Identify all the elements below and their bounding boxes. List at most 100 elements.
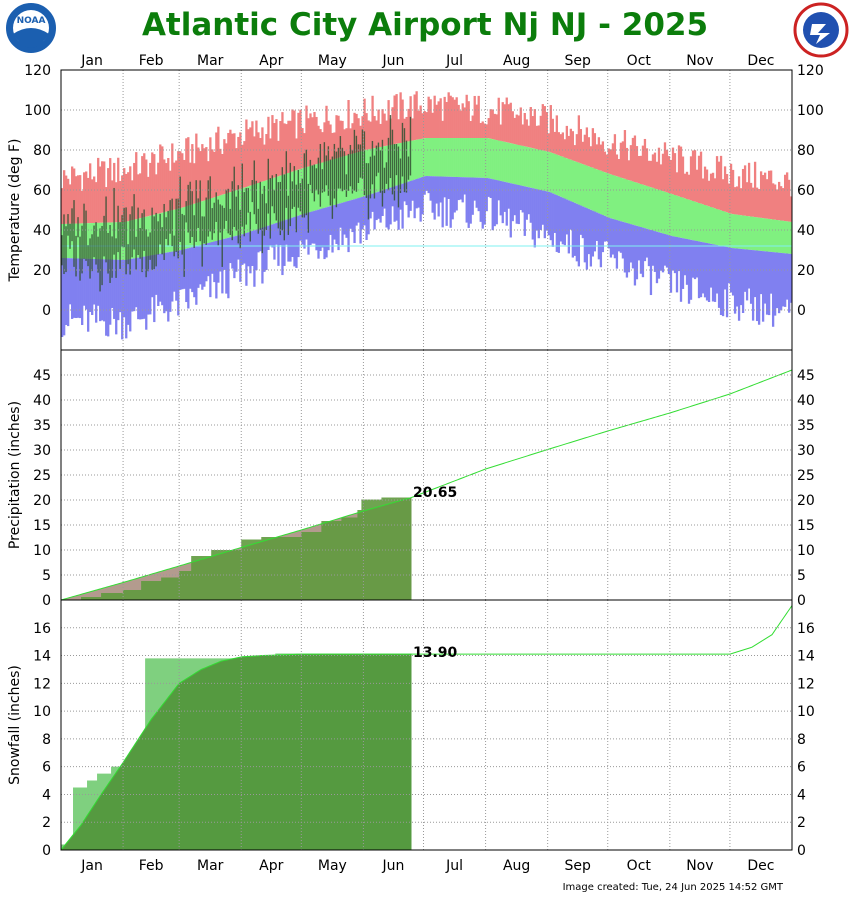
normal-range-bar — [695, 202, 699, 241]
record-low-bar — [331, 205, 334, 253]
observed-temp-bar — [391, 129, 394, 195]
observed-temp-bar — [281, 167, 284, 231]
record-high-bar — [787, 179, 791, 222]
record-low-bar — [635, 225, 639, 280]
record-high-bar — [305, 105, 308, 168]
temperature-tick-right: 120 — [797, 63, 824, 79]
record-high-bar — [501, 102, 504, 142]
normal-range-bar — [437, 138, 440, 177]
record-high-bar — [737, 176, 741, 215]
record-low-bar — [679, 237, 683, 302]
normal-range-bar — [637, 183, 641, 227]
observed-temp-bar — [403, 128, 406, 193]
month-label-top: Jan — [80, 53, 103, 69]
observed-temp-bar — [187, 184, 189, 233]
observed-temp-bar — [287, 195, 290, 235]
record-high-bar — [137, 174, 140, 219]
record-high-bar — [675, 172, 679, 196]
record-high-bar — [571, 131, 575, 161]
record-high-bar — [231, 133, 234, 192]
record-high-bar — [359, 125, 362, 152]
normal-range-bar — [469, 138, 472, 178]
record-low-bar — [739, 248, 743, 306]
normal-range-bar — [685, 199, 689, 239]
record-high-bar — [251, 121, 254, 185]
record-low-bar — [377, 191, 380, 219]
precipitation-tick-left: 5 — [42, 568, 51, 584]
record-low-bar — [297, 215, 300, 258]
normal-range-bar — [441, 138, 444, 177]
normal-range-bar — [581, 164, 585, 207]
record-high-bar — [89, 163, 92, 224]
record-low-bar — [773, 252, 777, 316]
normal-range-bar — [429, 138, 432, 177]
record-high-bar — [709, 173, 713, 207]
record-low-bar — [607, 217, 611, 249]
record-high-bar — [683, 173, 687, 199]
normal-range-bar — [759, 217, 763, 251]
record-low-bar — [161, 253, 164, 306]
record-low-bar — [665, 234, 669, 268]
observed-temp-bar — [395, 144, 398, 176]
observed-temp-bar — [153, 216, 155, 270]
observed-temp-bar — [401, 122, 404, 177]
normal-range-bar — [507, 142, 510, 183]
record-high-bar — [107, 168, 110, 223]
observed-temp-bar — [239, 209, 241, 249]
record-high-bar — [329, 124, 332, 161]
observed-temp-bar — [197, 198, 199, 228]
record-low-bar — [737, 248, 741, 321]
normal-range-bar — [749, 216, 753, 250]
normal-range-bar — [751, 216, 755, 251]
normal-range-bar — [569, 159, 572, 202]
observed-temp-bar — [309, 159, 312, 185]
observed-temp-bar — [351, 149, 354, 194]
observed-temp-bar — [265, 203, 267, 230]
temperature-tick-right: 60 — [797, 183, 815, 199]
record-high-bar — [213, 151, 216, 198]
observed-temp-bar — [121, 215, 123, 247]
record-high-bar — [211, 149, 214, 198]
normal-range-bar — [765, 218, 769, 252]
observed-temp-bar — [335, 151, 338, 208]
observed-temp-bar — [291, 181, 294, 209]
snowfall-tick-left: 12 — [33, 676, 51, 692]
observed-temp-bar — [227, 188, 229, 234]
observed-temp-bar — [259, 181, 261, 230]
record-high-bar — [407, 108, 410, 142]
record-high-bar — [87, 177, 90, 224]
snowfall-tick-left: 8 — [42, 732, 51, 748]
observed-temp-bar — [261, 193, 263, 254]
normal-range-bar — [767, 218, 771, 252]
precipitation-tick-left: 10 — [33, 543, 51, 559]
record-high-bar — [203, 148, 206, 201]
record-high-bar — [705, 169, 709, 206]
record-high-bar — [585, 127, 589, 166]
record-high-bar — [605, 154, 609, 173]
record-low-bar — [363, 196, 366, 226]
normal-range-bar — [691, 201, 695, 241]
observed-temp-bar — [199, 180, 201, 242]
record-low-bar — [231, 236, 234, 269]
month-label-bottom: Apr — [259, 858, 283, 874]
record-high-bar — [685, 171, 689, 199]
record-high-bar — [687, 174, 691, 200]
record-high-bar — [81, 190, 84, 224]
observed-temp-bar — [185, 201, 187, 223]
normal-range-bar — [415, 139, 418, 179]
observed-temp-bar — [269, 178, 271, 239]
record-high-bar — [741, 168, 745, 216]
record-low-bar — [493, 179, 496, 227]
record-high-bar — [529, 107, 532, 148]
record-high-bar — [733, 187, 737, 215]
record-high-bar — [221, 153, 224, 195]
observed-temp-bar — [241, 163, 243, 227]
record-high-bar — [673, 153, 677, 195]
normal-range-bar — [635, 182, 639, 226]
normal-range-bar — [523, 146, 526, 187]
normal-range-bar — [775, 220, 779, 253]
record-low-bar — [513, 184, 516, 216]
record-high-bar — [119, 180, 122, 223]
record-high-bar — [171, 143, 174, 211]
record-low-bar — [753, 250, 757, 298]
